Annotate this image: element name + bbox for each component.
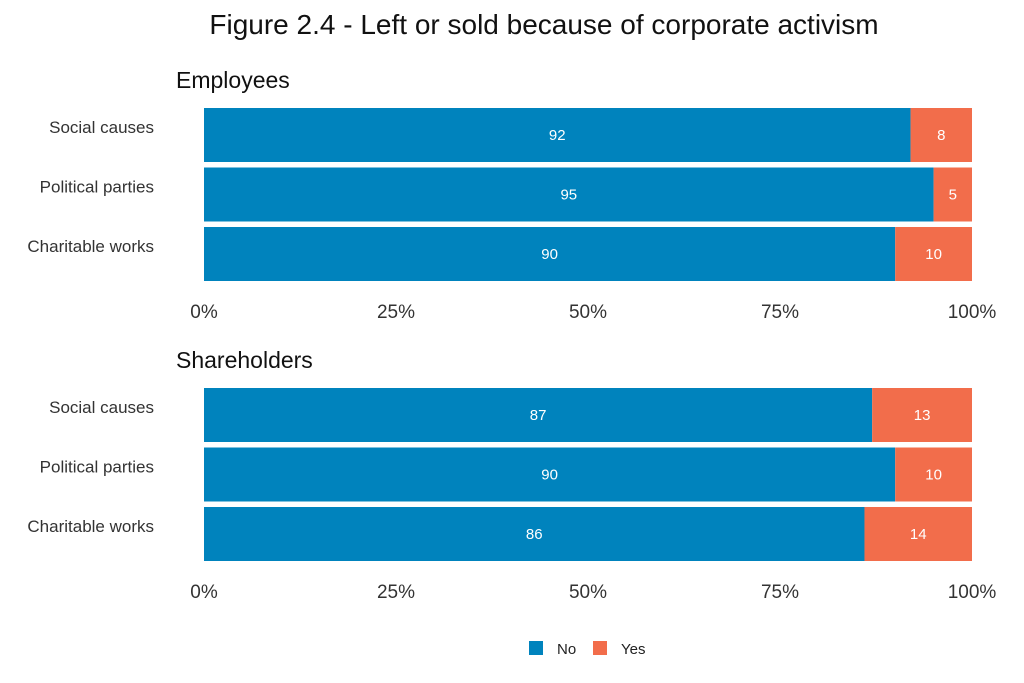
panel-title: Employees bbox=[176, 67, 290, 93]
x-tick-label: 25% bbox=[377, 582, 415, 603]
data-label: 90 bbox=[541, 467, 558, 484]
panels: Employees Social causes 92 8 Political parti… bbox=[27, 67, 996, 603]
x-tick-label: 50% bbox=[569, 302, 607, 323]
data-label: 5 bbox=[949, 187, 957, 204]
data-label: 90 bbox=[541, 246, 558, 263]
data-label: 10 bbox=[925, 467, 942, 484]
bar-yes bbox=[864, 507, 972, 561]
chart-title: Figure 2.4 - Left or sold because of cor… bbox=[209, 9, 878, 40]
bar-yes bbox=[895, 227, 972, 281]
bar-yes bbox=[933, 167, 972, 222]
x-tick-label: 75% bbox=[761, 582, 799, 603]
legend: No Yes bbox=[529, 641, 645, 658]
data-label: 92 bbox=[549, 127, 566, 144]
legend-swatch-yes bbox=[593, 641, 607, 655]
x-tick-label: 25% bbox=[377, 302, 415, 323]
category-label: Political parties bbox=[40, 458, 154, 477]
category-label: Charitable works bbox=[27, 237, 154, 256]
data-label: 87 bbox=[530, 407, 547, 424]
x-tick-label: 100% bbox=[948, 302, 997, 323]
x-tick-label: 50% bbox=[569, 582, 607, 603]
data-label: 14 bbox=[910, 526, 927, 543]
bar-no bbox=[204, 507, 865, 561]
legend-swatch-no bbox=[529, 641, 543, 655]
data-label: 95 bbox=[560, 187, 577, 204]
bar-yes bbox=[872, 388, 972, 442]
legend-label-no: No bbox=[557, 641, 576, 658]
data-label: 13 bbox=[914, 407, 931, 424]
bar-yes bbox=[895, 447, 972, 502]
bar-yes bbox=[910, 108, 972, 162]
bar-no bbox=[204, 447, 896, 502]
bar-no bbox=[204, 388, 873, 442]
bar-no bbox=[204, 167, 934, 222]
category-label: Charitable works bbox=[27, 517, 154, 536]
data-label: 8 bbox=[937, 127, 945, 144]
data-label: 10 bbox=[925, 246, 942, 263]
bar-no bbox=[204, 227, 896, 281]
panel-employees: Employees Social causes 92 8 Political parti… bbox=[27, 67, 996, 323]
category-label: Social causes bbox=[49, 118, 154, 137]
x-tick-label: 75% bbox=[761, 302, 799, 323]
bar-no bbox=[204, 108, 911, 162]
x-tick-label: 0% bbox=[190, 582, 218, 603]
category-label: Political parties bbox=[40, 178, 154, 197]
panel-shareholders: Shareholders Social causes 87 13 Political p… bbox=[27, 347, 996, 603]
data-label: 86 bbox=[526, 526, 543, 543]
panel-title: Shareholders bbox=[176, 347, 313, 373]
x-tick-label: 0% bbox=[190, 302, 218, 323]
category-label: Social causes bbox=[49, 398, 154, 417]
legend-label-yes: Yes bbox=[621, 641, 645, 658]
x-tick-label: 100% bbox=[948, 582, 997, 603]
